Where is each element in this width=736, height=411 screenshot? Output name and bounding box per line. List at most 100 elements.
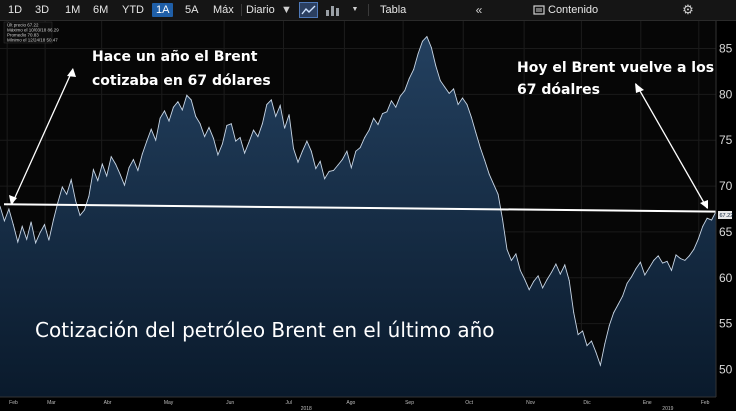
price-point xyxy=(350,167,352,169)
price-point xyxy=(208,126,210,128)
small-dropdown-icon[interactable]: ▼ xyxy=(351,6,359,13)
price-point xyxy=(244,152,246,154)
price-point xyxy=(177,101,179,103)
price-point xyxy=(533,280,535,282)
x-tick-label: Jun xyxy=(226,400,234,406)
range-5a-button[interactable]: 5A xyxy=(185,4,199,16)
price-point xyxy=(150,128,152,130)
price-point xyxy=(324,178,326,180)
price-point xyxy=(346,150,348,152)
price-point xyxy=(141,153,143,155)
legend-last-price: Últ precio 67.22 xyxy=(7,22,39,28)
content-settings-icon[interactable] xyxy=(533,3,545,17)
dropdown-arrow-icon[interactable]: ▼ xyxy=(281,4,292,16)
price-point xyxy=(48,239,50,241)
annotation-left-arrow xyxy=(11,68,74,205)
price-point xyxy=(261,123,263,125)
price-point xyxy=(693,248,695,250)
price-point xyxy=(368,129,370,131)
x-year-label: 2019 xyxy=(662,406,673,411)
price-point xyxy=(217,154,219,156)
price-point xyxy=(155,139,157,141)
price-point xyxy=(310,150,312,152)
price-point xyxy=(461,97,464,99)
double-chevron-left-icon[interactable]: « xyxy=(475,3,483,17)
x-tick-label: Abr xyxy=(104,400,112,406)
content-button[interactable]: Contenido xyxy=(548,4,599,16)
price-point xyxy=(448,92,450,94)
price-point xyxy=(359,147,361,149)
price-point xyxy=(115,163,117,165)
price-point xyxy=(599,364,602,366)
price-point xyxy=(475,132,477,134)
price-point xyxy=(515,253,517,255)
chart-title: Cotización del petróleo Brent en el últi… xyxy=(35,318,495,342)
price-point xyxy=(35,242,37,244)
price-point xyxy=(364,136,366,139)
price-point xyxy=(355,150,357,152)
range-max-button[interactable]: Máx xyxy=(213,4,234,16)
price-point xyxy=(524,279,526,281)
price-point xyxy=(61,186,63,188)
annotation-left-arrowhead-bottom xyxy=(9,195,17,205)
x-tick-label: Feb xyxy=(701,400,710,406)
range-1d-button[interactable]: 1D xyxy=(8,4,23,16)
range-6m-button[interactable]: 6M xyxy=(93,4,109,16)
price-point xyxy=(413,69,415,71)
price-area xyxy=(0,36,716,397)
price-point xyxy=(373,117,375,119)
x-tick-label: Sep xyxy=(405,400,414,406)
price-point xyxy=(8,208,10,210)
price-point xyxy=(132,158,134,161)
range-3d-button[interactable]: 3D xyxy=(35,4,50,16)
price-point xyxy=(604,343,606,345)
price-point xyxy=(341,158,343,161)
price-point xyxy=(137,169,139,172)
bar-chart-icon[interactable] xyxy=(324,3,340,17)
annotation-right-arrow xyxy=(635,83,708,209)
price-point xyxy=(275,115,277,117)
price-point xyxy=(79,214,81,216)
price-point xyxy=(212,137,215,139)
x-year-label: 2018 xyxy=(301,406,312,411)
price-point xyxy=(292,147,295,150)
price-point xyxy=(257,136,259,138)
range-1a-button[interactable]: 1A xyxy=(152,3,174,17)
price-point xyxy=(70,179,72,181)
range-ytd-button[interactable]: YTD xyxy=(122,4,144,16)
line-chart-icon[interactable] xyxy=(299,2,318,18)
price-point xyxy=(3,220,5,222)
price-point xyxy=(675,254,677,256)
price-point xyxy=(395,106,397,108)
price-point xyxy=(399,95,401,97)
x-tick-label: Feb xyxy=(9,400,18,406)
frequency-select[interactable]: Diario xyxy=(246,4,275,16)
price-point xyxy=(404,90,406,92)
price-point xyxy=(101,163,103,165)
annotation-right-line1: Hoy el Brent vuelve a los xyxy=(517,60,714,76)
toolbar: 1D 3D 1M 6M YTD 1A 5A Máx Diario ▼ ▼ Tab… xyxy=(0,0,736,21)
price-point xyxy=(546,279,548,281)
price-point xyxy=(586,345,588,347)
x-tick-label: Nov xyxy=(526,400,535,406)
price-point xyxy=(573,312,575,314)
price-point xyxy=(266,103,268,106)
price-point xyxy=(230,123,232,125)
price-point xyxy=(204,136,206,138)
price-point xyxy=(582,330,584,332)
annotation-right-arrowhead-bottom xyxy=(700,200,708,209)
price-point xyxy=(337,164,339,166)
x-tick-label: Ene xyxy=(643,400,652,406)
range-1m-button[interactable]: 1M xyxy=(65,4,81,16)
price-point xyxy=(702,225,704,227)
price-point xyxy=(679,257,682,260)
table-button[interactable]: Tabla xyxy=(380,4,407,16)
price-point xyxy=(328,170,330,172)
price-point xyxy=(510,259,512,261)
price-point xyxy=(248,141,250,143)
gear-icon[interactable]: ⚙ xyxy=(682,2,694,17)
price-point xyxy=(564,264,566,266)
price-point xyxy=(163,110,166,112)
last-price-badge-bg xyxy=(718,211,732,219)
price-point xyxy=(435,65,437,67)
